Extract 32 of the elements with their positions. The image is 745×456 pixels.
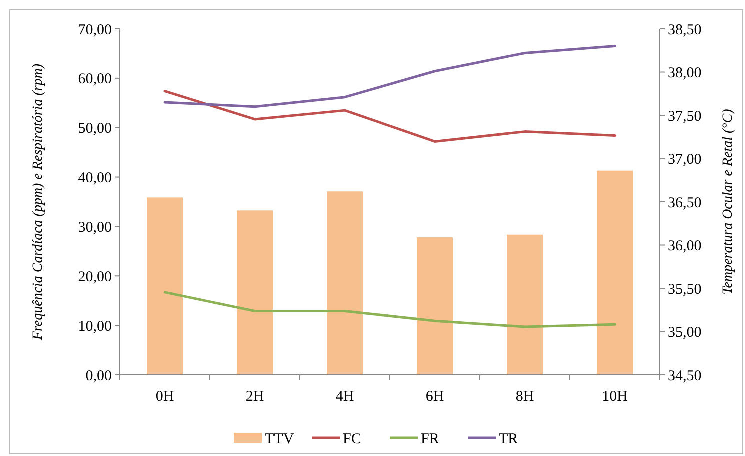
legend-label: TTV <box>265 431 294 448</box>
y-tick-label: 40,00 <box>78 170 112 187</box>
line-series <box>164 90 616 143</box>
y-tick-label: 20,00 <box>78 269 112 286</box>
y-tick-label: 0,00 <box>86 368 112 384</box>
legend-label: FR <box>421 431 440 448</box>
y2-tick-label: 37,50 <box>668 108 702 125</box>
y2-tick-label: 35,50 <box>668 282 702 298</box>
y2-tick-label: 37,00 <box>668 152 702 168</box>
y2-tick-label: 34,50 <box>668 368 702 384</box>
line-series <box>164 291 616 328</box>
y2-tick-label: 38,00 <box>668 66 702 82</box>
x-tick-label: 10H <box>602 389 628 405</box>
x-tick-label: 0H <box>156 389 174 405</box>
y-tick-label: 60,00 <box>78 72 112 88</box>
legend-label: FC <box>343 431 362 448</box>
line-series <box>164 45 616 108</box>
y-tick-label: 50,00 <box>78 121 112 138</box>
x-tick-label: 8H <box>516 389 534 405</box>
y2-tick-label: 38,50 <box>668 22 702 38</box>
y-tick-label: 70,00 <box>78 22 112 38</box>
legend-label: TR <box>499 431 518 448</box>
x-tick-label: 4H <box>336 389 354 405</box>
y-tick-label: 30,00 <box>78 220 112 236</box>
y2-tick-label: 36,50 <box>668 195 702 212</box>
y2-tick-label: 35,00 <box>668 325 702 341</box>
y-axis-title: Frequência Cardíaca (ppm) e Respiratória (rpm) <box>31 64 46 342</box>
y-tick-label: 10,00 <box>78 318 112 335</box>
x-tick-label: 6H <box>426 389 444 405</box>
y2-tick-label: 36,00 <box>668 238 702 254</box>
y2-axis-title: Temperatura Ocular e Retal (°C) <box>721 108 736 295</box>
x-tick-label: 2H <box>246 389 264 405</box>
